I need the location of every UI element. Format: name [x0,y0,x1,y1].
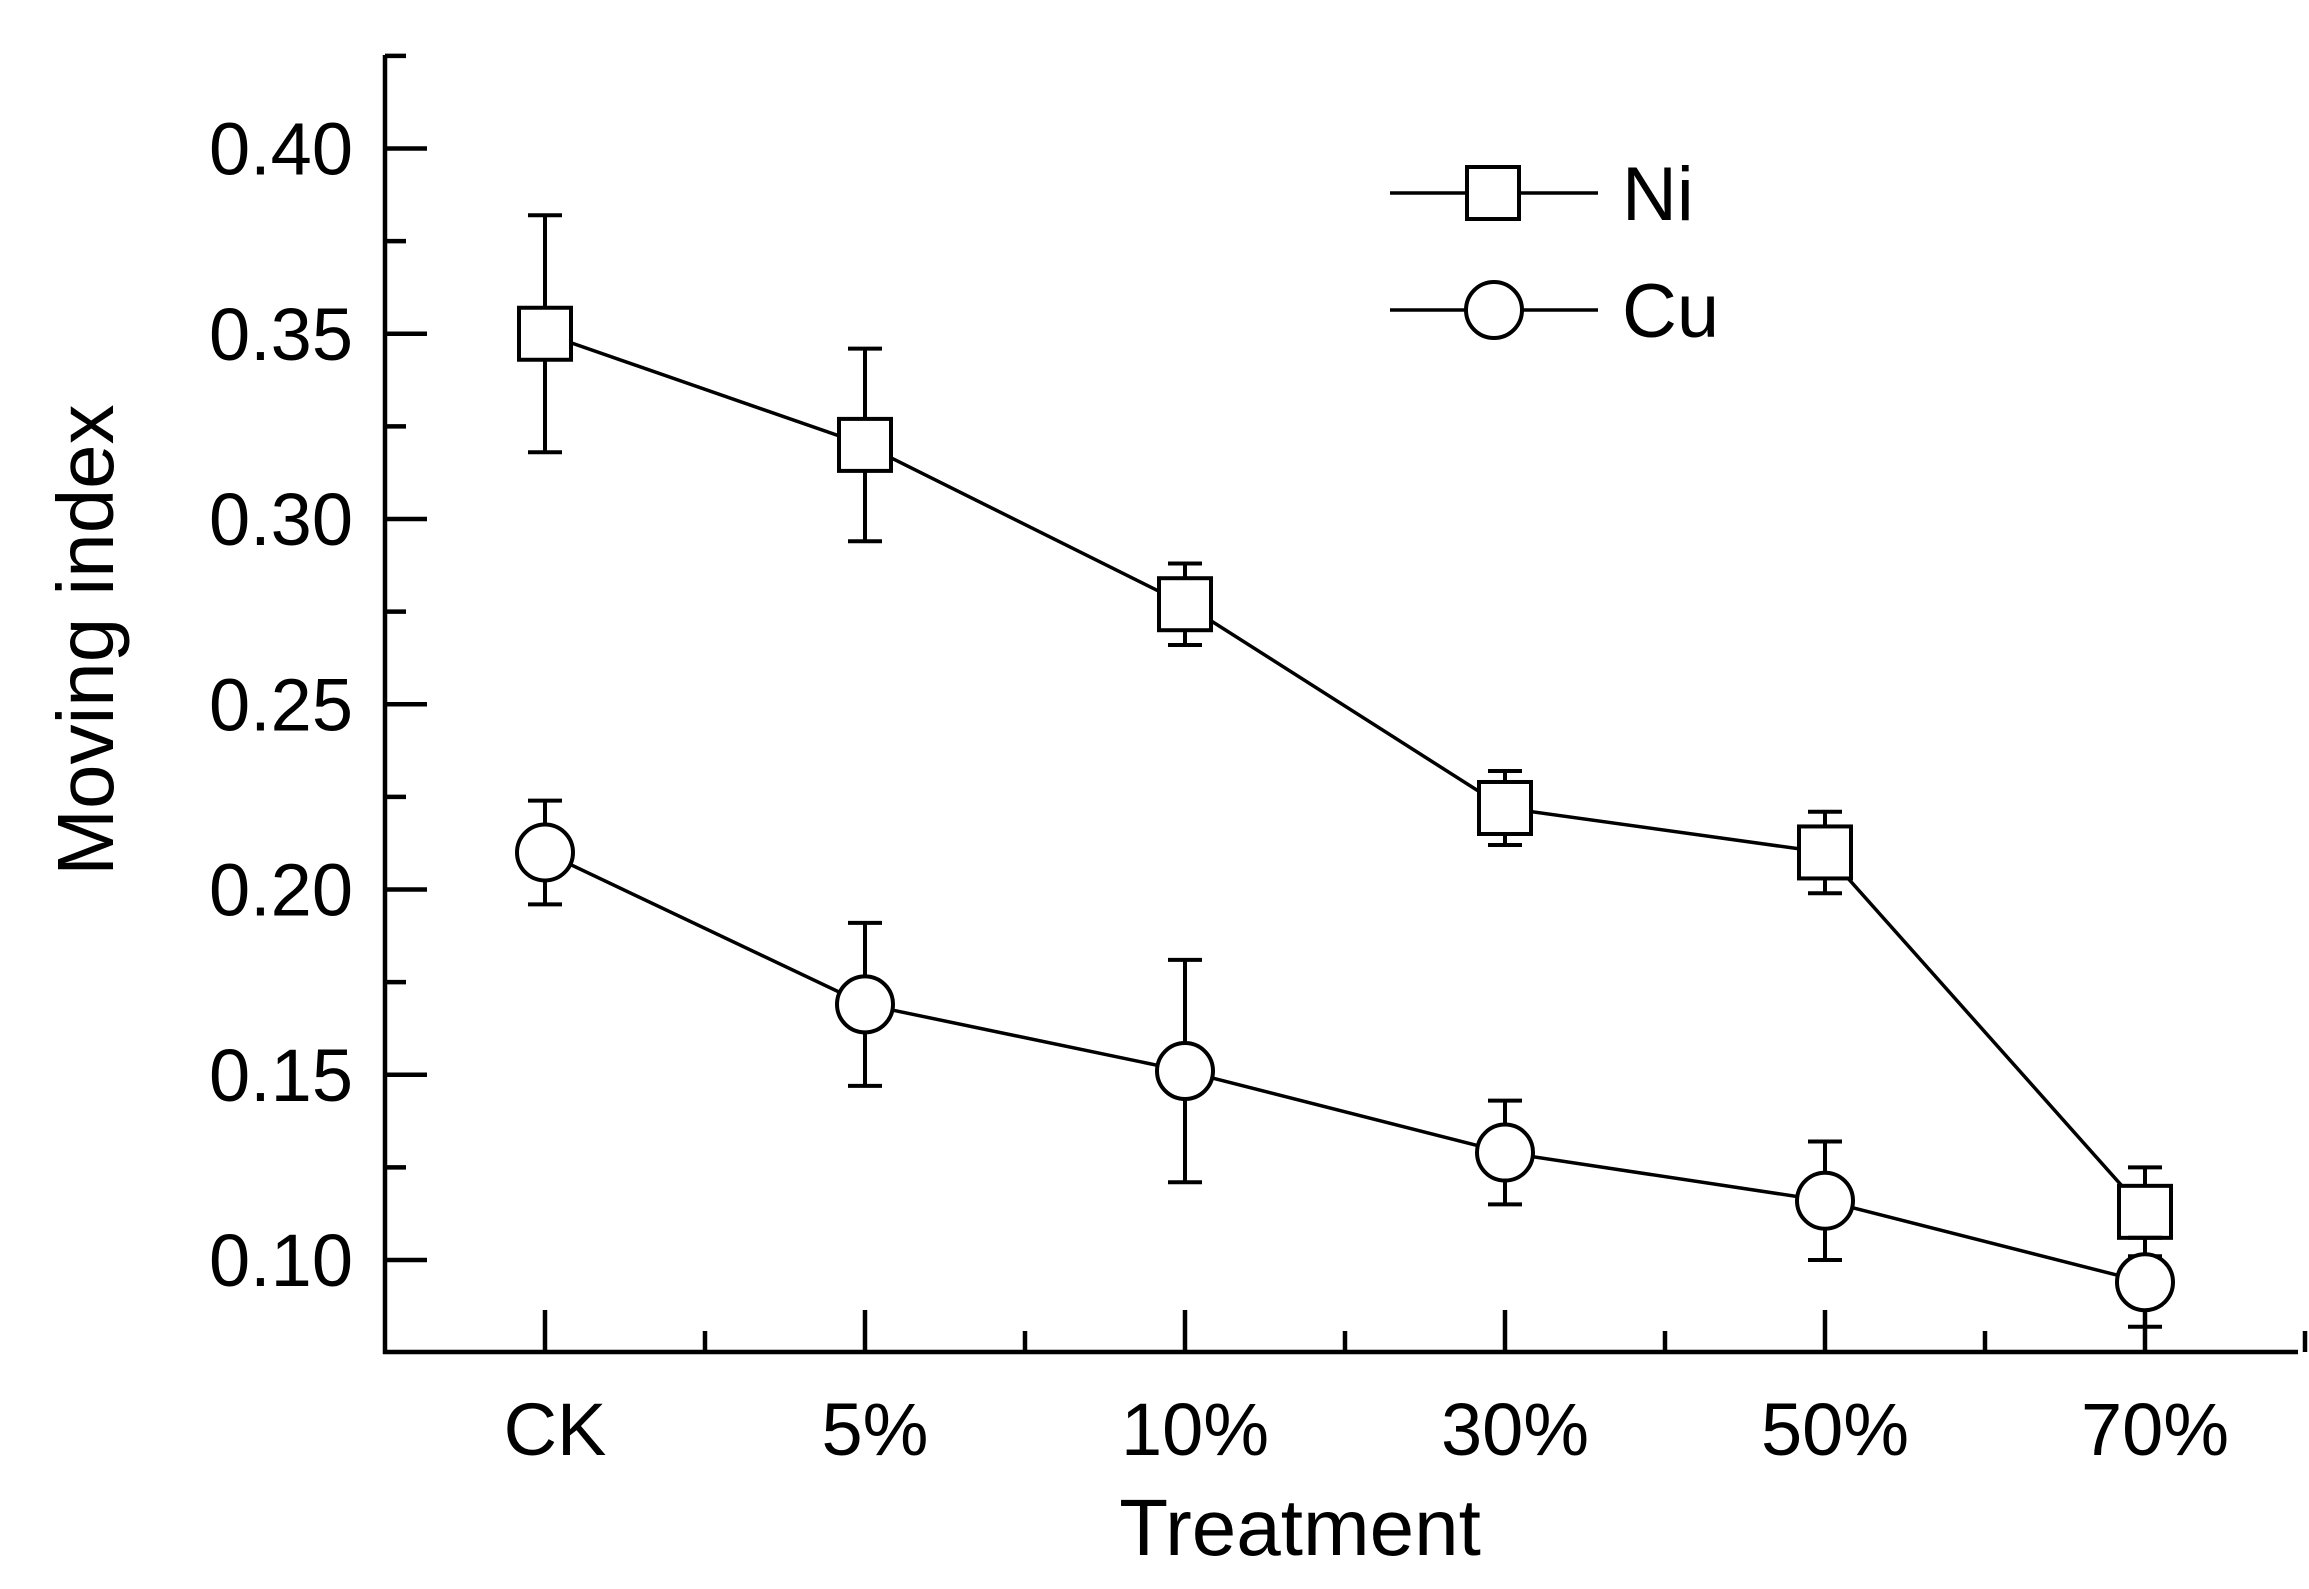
y-axis-title: Moving index [41,404,130,875]
x-ticks: CK 5% 10% 30% 50% 70% [504,1310,2308,1471]
data-point-ni [1797,824,1853,881]
legend-item-cu: Cu [1390,269,1719,354]
y-tick-label: 0.25 [209,663,353,746]
series-ni [517,213,2173,1259]
legend-ni-label: Ni [1622,152,1694,237]
x-tick-label: 5% [822,1388,929,1471]
legend-item-ni: Ni [1390,152,1694,237]
data-point-ni [837,416,893,473]
data-point-cu [2115,1252,2175,1313]
data-point-cu [1155,1041,1215,1102]
series-ni-line [544,332,2147,1213]
x-tick-label: 70% [2081,1388,2229,1471]
y-tick-label: 0.15 [209,1034,353,1117]
data-point-ni [2117,1183,2173,1240]
legend-cu-label: Cu [1622,269,1719,354]
x-tick-label: 50% [1761,1388,1909,1471]
legend-cu-circle-icon [1464,280,1524,340]
series-cu [515,798,2175,1329]
y-tick-label: 0.40 [209,108,353,191]
data-point-cu [835,974,895,1035]
legend: Ni Cu [1390,152,1719,354]
y-ticks: 0.10 0.15 0.20 0.25 0.30 0.35 0.40 [209,53,427,1302]
x-tick-label: 30% [1441,1388,1589,1471]
series-cu-line [544,850,2146,1284]
data-point-ni [517,305,573,362]
x-tick-label: 10% [1121,1388,1269,1471]
data-point-ni [1157,576,1213,633]
legend-ni-square-icon [1465,165,1521,221]
data-point-ni [1477,779,1533,836]
y-tick-label: 0.20 [209,849,353,932]
data-point-cu [515,822,575,883]
y-tick-label: 0.35 [209,293,353,376]
data-point-cu [1795,1170,1855,1231]
series-layer [515,213,2175,1329]
y-tick-label: 0.10 [209,1219,353,1302]
x-axis-title: Treatment [1119,1483,1481,1572]
y-tick-label: 0.30 [209,478,353,561]
x-tick-label: CK [504,1388,607,1471]
data-point-cu [1475,1122,1535,1183]
